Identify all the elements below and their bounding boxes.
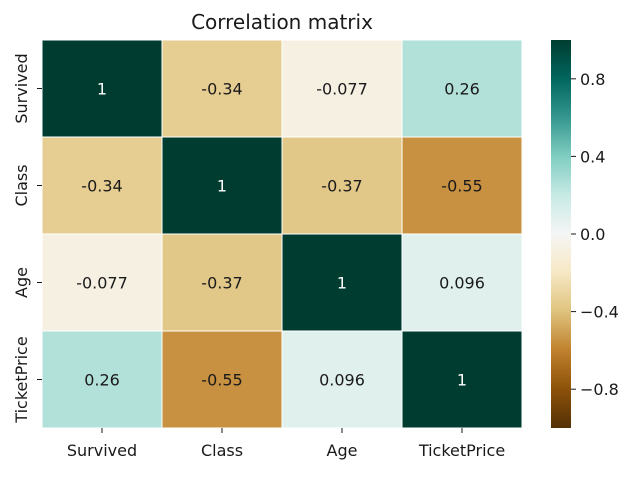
x-axis: Survived Class Age TicketPrice: [67, 428, 505, 460]
cell-value-label: 0.096: [319, 371, 365, 390]
y-tick-label: TicketPrice: [12, 336, 31, 423]
heatmap-cell: [41, 39, 163, 138]
cell-value-label: -0.34: [81, 177, 122, 196]
colorbar: −0.8 −0.4 0.0 0.4 0.8: [551, 40, 619, 428]
colorbar-tick-label: 0.0: [580, 225, 605, 244]
y-tick-label: Age: [12, 267, 31, 298]
y-axis: Survived Class Age TicketPrice: [12, 53, 42, 424]
cell-value-label: -0.55: [441, 177, 482, 196]
heatmap-cell: [41, 330, 163, 429]
heatmap-cell: [401, 330, 523, 429]
heatmap-cell: [401, 233, 523, 332]
colorbar-gradient: [551, 40, 571, 428]
heatmap-cell: [401, 39, 523, 138]
cell-value-label: 1: [217, 177, 227, 196]
y-tick-label: Class: [12, 164, 31, 206]
heatmap-cell: [161, 330, 283, 429]
cell-value-label: -0.55: [201, 371, 242, 390]
colorbar-tick-label: 0.4: [580, 147, 605, 166]
cell-value-label: 0.096: [439, 274, 485, 293]
cell-value-label: 0.26: [84, 371, 120, 390]
colorbar-tick-label: −0.4: [580, 303, 619, 322]
heatmap-cell: [161, 136, 283, 235]
x-tick-label: Class: [201, 441, 243, 460]
x-tick-label: Survived: [67, 441, 137, 460]
cell-value-label: -0.077: [316, 80, 368, 99]
colorbar-tick-label: −0.8: [580, 380, 619, 399]
cell-value-label: 1: [337, 274, 347, 293]
heatmap-cell: [41, 136, 163, 235]
cell-value-label: -0.37: [321, 177, 362, 196]
cell-value-label: 1: [457, 371, 467, 390]
chart-title: Correlation matrix: [191, 10, 373, 34]
heatmap-cells: 1 -0.34 -0.077 0.26 -0.34 1 -0.37 -0.55 -0.077 -0…: [41, 39, 523, 429]
heatmap-cell: [281, 39, 403, 138]
x-tick-label: Age: [327, 441, 358, 460]
cell-value-label: 0.26: [444, 80, 480, 99]
heatmap-cell: [281, 330, 403, 429]
cell-value-label: -0.37: [201, 274, 242, 293]
heatmap-cell: [161, 39, 283, 138]
cell-value-label: 1: [97, 80, 107, 99]
cell-value-label: -0.077: [76, 274, 128, 293]
cell-value-label: -0.34: [201, 80, 242, 99]
heatmap-cell: [161, 233, 283, 332]
x-tick-label: TicketPrice: [418, 441, 505, 460]
y-tick-label: Survived: [12, 53, 31, 123]
heatmap-cell: [401, 136, 523, 235]
colorbar-tick-label: 0.8: [580, 70, 605, 89]
